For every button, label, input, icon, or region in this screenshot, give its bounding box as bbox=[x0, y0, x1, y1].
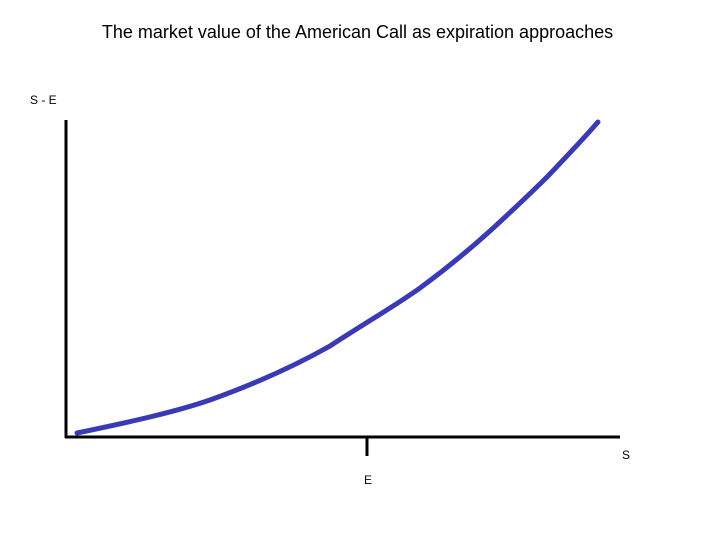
title: The market value of the American Call as… bbox=[101, 22, 614, 42]
x-marker-label: E bbox=[364, 473, 372, 487]
call-value-curve bbox=[74, 119, 601, 436]
x-axis-label: S bbox=[622, 448, 630, 462]
y-axis-label: S - E bbox=[30, 93, 57, 107]
